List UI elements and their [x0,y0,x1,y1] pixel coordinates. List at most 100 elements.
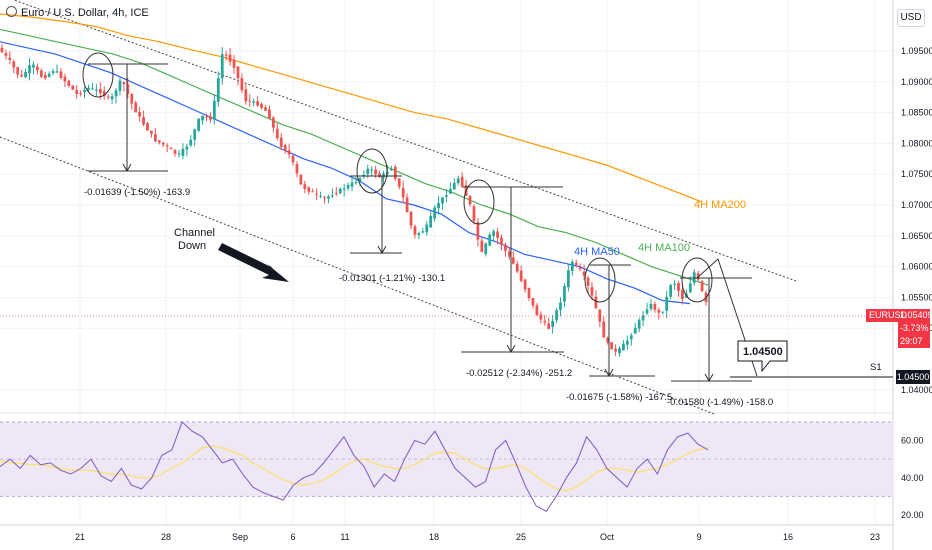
candle-body [39,70,43,77]
price-tick-label: 1.09000 [901,77,932,87]
candle-body [543,320,547,323]
measure-label-2: -0.01301 (-1.21%) -130.1 [339,273,445,284]
currency-button[interactable]: USD [897,9,925,27]
candle-body [673,283,676,285]
candle-body [201,115,204,121]
candle-body [87,87,90,90]
candle-body [641,315,645,321]
candle-body [437,203,440,209]
candle-body [492,231,496,237]
price-tag-change: -3.73% [900,323,929,333]
candle-body [43,75,47,79]
candle-body [433,207,437,219]
candle-body [370,169,374,171]
ma200-label: 4H MA200 [694,199,746,211]
candle-body [102,91,106,96]
lower-high-circle [356,148,388,194]
candle-body [519,270,523,281]
candle-body [94,89,98,91]
candle-body [606,337,610,343]
candle-body [83,89,86,92]
candle-body [291,155,295,163]
price-tag-countdown: 29:07 [900,336,923,346]
candle-body [456,178,460,184]
candle-body [665,296,669,311]
time-tick-label: 28 [161,532,171,542]
candle-body [563,286,566,302]
candle-body [244,89,248,102]
candle-body [32,64,35,68]
candle-body [165,145,169,147]
time-tick-label: 18 [429,532,439,542]
candle-body [20,74,24,77]
candle-body [445,195,448,197]
lower-high-circle [584,257,616,303]
candle-body [0,47,4,53]
candle-body [220,54,224,79]
price-tick-label: 1.06000 [901,262,932,272]
candle-body [425,224,429,233]
candle-body [142,117,145,125]
candle-body [24,71,27,78]
ma50-line [0,41,691,305]
time-tick-label: 25 [516,532,526,542]
candle-body [622,343,625,351]
candle-body [539,314,543,320]
time-tick-label: 21 [75,532,85,542]
candle-body [566,270,570,288]
candle-body [260,103,263,108]
candle-body [547,323,551,329]
candle-body [527,288,531,299]
candle-body [153,134,157,142]
candle-body [130,94,134,104]
rsi-tick-label: 20.00 [901,510,924,520]
candle-body [224,54,228,56]
candle-body [555,310,558,321]
candle-body [338,188,342,194]
measure-label-4: -0.01675 (-1.58%) -167.5 [566,392,672,403]
rsi-tick-label: 60.00 [901,436,924,446]
ma50-label: 4H MA50 [574,246,620,258]
price-tick-label: 1.09500 [901,46,932,56]
candle-body [189,139,193,146]
price-tag-symbol: EURUSD [869,310,908,320]
candle-body [417,233,421,235]
channel-upper-line [12,0,797,282]
candle-body [193,129,197,140]
candle-body [653,303,657,310]
rsi-ma-line [0,445,709,492]
candle-body [507,251,511,257]
projection-path [696,258,758,377]
candle-body [610,342,614,350]
channel-lines [0,0,797,415]
chart-title[interactable]: Euro / U.S. Dollar, 4h, ICE [6,6,149,19]
candle-body [629,335,633,340]
candle-body [240,78,244,91]
candle-body [307,187,311,192]
candle-body [496,231,499,238]
candle-body [594,296,598,309]
candle-body [185,146,189,150]
candle-body [122,82,126,85]
candle-body [452,182,456,190]
candle-body [354,182,358,184]
candle-body [138,112,142,117]
time-tick-label: Sep [232,532,248,542]
lower-high-circle [82,52,114,98]
candle-body [146,123,149,131]
candle-body [311,191,315,193]
candle-body [334,192,338,194]
candle-body [327,196,330,199]
channel-label-line2: Down [178,240,206,252]
candle-body [468,196,472,205]
candle-body [633,328,637,334]
price-tag: EURUSD 1.05409 [866,309,932,322]
candle-body [688,283,692,293]
annotation-labels: -0.01639 (-1.50%) -163.9 -0.01301 (-1.21… [84,187,882,408]
candle-body [645,309,649,314]
candle-body [279,137,283,147]
candle-body [378,173,381,178]
candle-body [511,257,515,264]
candle-body [578,267,582,270]
